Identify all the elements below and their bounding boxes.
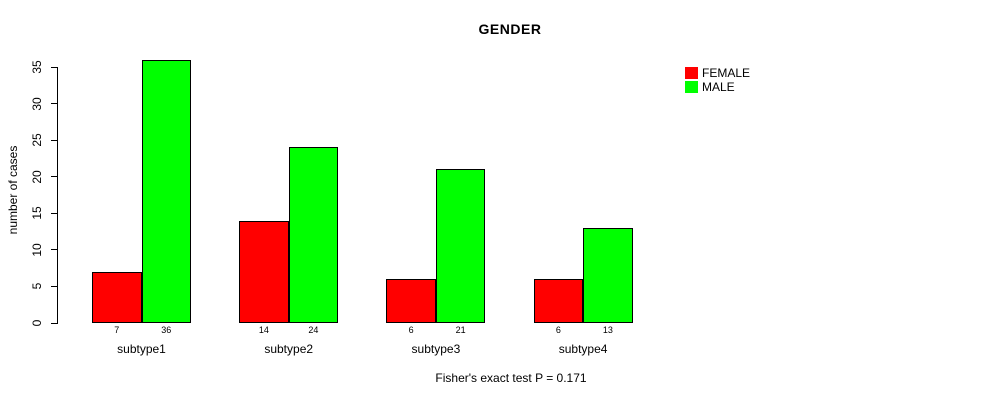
y-tick-mark: [51, 249, 58, 251]
bar-male-subtype4: [583, 227, 633, 323]
x-category-label-subtype1: subtype1: [117, 342, 166, 356]
legend-label-male: MALE: [702, 80, 735, 94]
bar-female-subtype3: [386, 279, 436, 323]
bar-value-label: 14: [258, 325, 269, 335]
bar-female-subtype2: [239, 220, 289, 323]
legend-swatch-male-icon: [685, 81, 698, 93]
bar-value-label: 13: [602, 325, 613, 335]
y-tick-mark: [51, 103, 58, 105]
bar-value-label: 6: [555, 325, 561, 335]
y-tick-label: 15: [30, 206, 44, 220]
y-tick-mark: [51, 176, 58, 178]
x-category-label-subtype2: subtype2: [264, 342, 314, 356]
y-tick-label: 30: [30, 96, 44, 111]
bar-value-label: 6: [408, 325, 414, 335]
y-axis-line: [57, 67, 58, 324]
bar-male-subtype1: [141, 59, 191, 323]
bar-value-label: 7: [114, 325, 120, 335]
y-tick-mark: [51, 66, 58, 68]
annotation-text: Fisher's exact test P = 0.171: [435, 371, 587, 385]
y-tick-label: 25: [30, 133, 44, 147]
y-tick-mark: [51, 322, 58, 324]
legend: FEMALE MALE: [685, 66, 750, 94]
bar-value-label: 24: [308, 325, 319, 335]
bar-value-label: 36: [161, 325, 172, 335]
legend-item-male: MALE: [685, 80, 750, 94]
y-tick-label: 35: [30, 60, 44, 74]
y-tick-label: 20: [30, 170, 44, 184]
bar-female-subtype4: [533, 279, 584, 323]
y-tick-mark: [51, 139, 58, 141]
y-tick-mark: [51, 285, 58, 287]
y-tick-label: 10: [30, 243, 44, 257]
x-category-label-subtype4: subtype4: [558, 342, 608, 356]
bar-male-subtype3: [435, 169, 486, 323]
bar-male-subtype2: [288, 147, 339, 323]
legend-label-female: FEMALE: [702, 66, 751, 80]
y-tick-mark: [51, 212, 58, 214]
y-tick-label: 5: [30, 283, 44, 290]
x-category-label-subtype3: subtype3: [411, 342, 461, 356]
bar-value-label: 21: [455, 325, 466, 335]
legend-swatch-female-icon: [685, 67, 698, 79]
chart-title: GENDER: [478, 21, 542, 37]
y-tick-label: 0: [30, 319, 44, 327]
bar-female-subtype1: [92, 271, 142, 323]
legend-item-female: FEMALE: [685, 66, 750, 80]
